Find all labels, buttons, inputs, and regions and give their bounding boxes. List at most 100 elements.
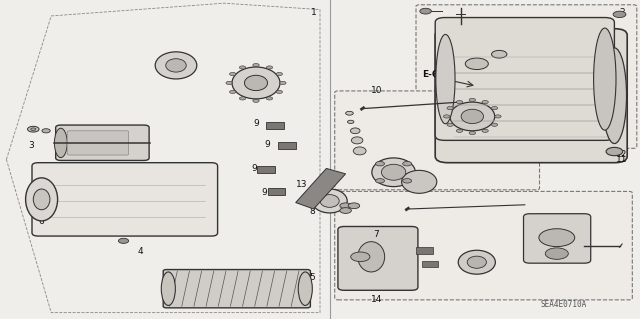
FancyBboxPatch shape	[56, 125, 149, 160]
Circle shape	[444, 115, 450, 118]
Ellipse shape	[402, 170, 437, 193]
FancyBboxPatch shape	[416, 5, 637, 148]
Polygon shape	[278, 142, 296, 149]
Text: 9: 9	[252, 164, 257, 173]
Ellipse shape	[320, 195, 339, 207]
Circle shape	[539, 229, 575, 247]
Text: 10: 10	[371, 86, 382, 95]
Circle shape	[230, 90, 236, 93]
Circle shape	[469, 98, 476, 101]
Text: SEA4E0710A: SEA4E0710A	[540, 300, 586, 309]
Ellipse shape	[602, 48, 627, 144]
Text: E-6: E-6	[422, 70, 438, 79]
Ellipse shape	[346, 111, 353, 115]
Text: 3: 3	[28, 141, 33, 150]
Ellipse shape	[381, 164, 406, 180]
Circle shape	[253, 99, 259, 102]
Circle shape	[447, 123, 453, 126]
Text: 14: 14	[371, 295, 382, 304]
Circle shape	[280, 81, 286, 85]
Circle shape	[276, 90, 282, 93]
Circle shape	[239, 66, 246, 69]
Circle shape	[348, 203, 360, 209]
FancyBboxPatch shape	[435, 18, 614, 140]
Ellipse shape	[54, 128, 67, 158]
Circle shape	[456, 100, 463, 104]
Circle shape	[613, 11, 626, 18]
Circle shape	[456, 129, 463, 132]
Circle shape	[420, 8, 431, 14]
Circle shape	[447, 107, 453, 110]
Circle shape	[469, 131, 476, 135]
Circle shape	[230, 72, 236, 76]
Ellipse shape	[458, 250, 495, 274]
Ellipse shape	[155, 52, 197, 79]
Ellipse shape	[353, 147, 366, 155]
Circle shape	[545, 248, 568, 259]
Text: 9: 9	[262, 188, 267, 197]
Ellipse shape	[358, 242, 385, 272]
Circle shape	[239, 97, 246, 100]
Circle shape	[351, 252, 370, 262]
Circle shape	[482, 100, 488, 104]
Ellipse shape	[42, 129, 50, 133]
Circle shape	[266, 97, 273, 100]
Circle shape	[118, 238, 129, 243]
Ellipse shape	[593, 28, 616, 130]
Circle shape	[465, 58, 488, 70]
Ellipse shape	[372, 158, 415, 187]
Circle shape	[492, 50, 507, 58]
Circle shape	[403, 161, 412, 166]
Ellipse shape	[31, 128, 36, 130]
Ellipse shape	[161, 272, 175, 306]
Circle shape	[376, 161, 385, 166]
Polygon shape	[422, 261, 438, 267]
Text: 1: 1	[311, 8, 316, 17]
Text: 11: 11	[616, 155, 628, 164]
Circle shape	[606, 147, 623, 156]
Text: 2: 2	[620, 8, 625, 17]
FancyBboxPatch shape	[524, 214, 591, 263]
FancyBboxPatch shape	[335, 91, 540, 190]
Polygon shape	[296, 168, 346, 209]
Text: 12: 12	[616, 150, 628, 159]
Text: 5: 5	[310, 273, 315, 282]
Text: 9: 9	[253, 119, 259, 128]
Text: 9: 9	[265, 140, 270, 149]
Circle shape	[340, 203, 351, 209]
Polygon shape	[266, 122, 284, 129]
Text: 6: 6	[39, 217, 44, 226]
Ellipse shape	[436, 34, 455, 124]
Polygon shape	[268, 188, 285, 195]
Ellipse shape	[351, 128, 360, 134]
Ellipse shape	[33, 189, 50, 210]
Polygon shape	[416, 247, 433, 254]
Ellipse shape	[232, 67, 280, 99]
Circle shape	[340, 208, 351, 213]
Ellipse shape	[461, 109, 484, 124]
Text: 4: 4	[138, 247, 143, 256]
FancyBboxPatch shape	[338, 226, 418, 290]
Text: 8: 8	[310, 207, 315, 216]
FancyBboxPatch shape	[335, 191, 632, 300]
Ellipse shape	[312, 189, 348, 213]
Ellipse shape	[298, 272, 312, 306]
FancyBboxPatch shape	[163, 270, 310, 308]
Ellipse shape	[28, 126, 39, 132]
FancyBboxPatch shape	[67, 131, 129, 155]
FancyBboxPatch shape	[32, 163, 218, 236]
Text: 7: 7	[374, 230, 379, 239]
FancyBboxPatch shape	[435, 29, 627, 163]
Ellipse shape	[166, 59, 186, 72]
Circle shape	[266, 66, 273, 69]
Ellipse shape	[348, 120, 354, 123]
Circle shape	[482, 129, 488, 132]
Circle shape	[492, 107, 498, 110]
Ellipse shape	[26, 178, 58, 221]
Circle shape	[403, 179, 412, 183]
Circle shape	[226, 81, 232, 85]
Text: 13: 13	[296, 180, 308, 189]
Ellipse shape	[467, 256, 486, 268]
Circle shape	[495, 115, 501, 118]
Ellipse shape	[450, 102, 495, 131]
